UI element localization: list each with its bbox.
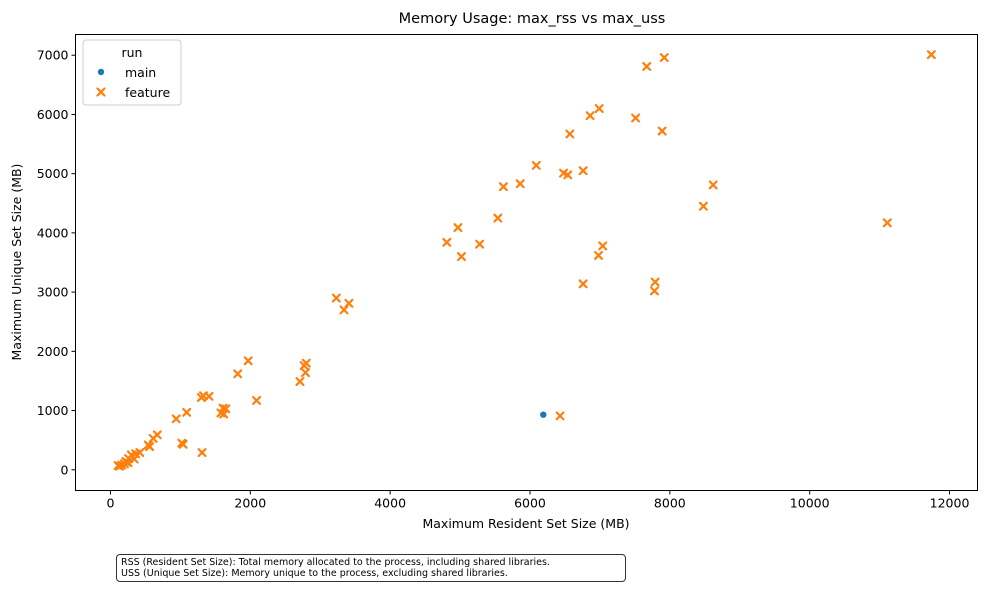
y-tick-label-0: 0 (61, 462, 69, 477)
point-feature-49 (197, 448, 207, 458)
x-tick-label-2: 4000 (374, 496, 406, 511)
legend-label-feature: feature (125, 85, 170, 100)
legend: run main feature (82, 39, 182, 106)
point-feature-12 (515, 179, 525, 189)
point-feature-11 (578, 166, 588, 176)
point-feature-22 (598, 241, 608, 251)
y-axis-label: Maximum Unique Set Size (MB) (9, 164, 24, 361)
y-tick-label-3: 3000 (37, 285, 69, 300)
series-main (539, 410, 548, 419)
point-feature-20 (456, 252, 466, 262)
legend-marker-main (97, 68, 105, 76)
point-feature-45 (555, 411, 565, 421)
point-feature-6 (657, 126, 667, 136)
x-axis-label: Maximum Resident Set Size (MB) (422, 516, 629, 531)
point-feature-29 (339, 305, 349, 315)
point-feature-26 (578, 279, 588, 289)
point-feature-19 (475, 239, 485, 249)
point-feature-10 (563, 170, 573, 180)
axes: 0 2000 4000 6000 8000 10000 12000 0 1000 2000 3000… (37, 48, 970, 511)
point-feature-34 (233, 369, 243, 379)
point-main-0 (539, 410, 548, 419)
point-feature-28 (344, 298, 354, 308)
point-feature-64 (113, 461, 123, 471)
point-feature-25 (649, 286, 659, 296)
point-feature-51 (148, 433, 158, 443)
point-feature-23 (594, 250, 604, 260)
y-tick-label-1: 1000 (37, 403, 69, 418)
y-tick-label-7: 7000 (37, 48, 69, 63)
point-feature-8 (531, 160, 541, 170)
point-feature-48 (178, 439, 188, 449)
point-feature-2 (642, 61, 652, 71)
legend-box (82, 39, 182, 106)
point-feature-38 (196, 393, 206, 403)
point-feature-46 (171, 414, 181, 424)
point-feature-18 (442, 237, 452, 247)
point-feature-5 (631, 113, 641, 123)
point-feature-16 (493, 213, 503, 223)
point-feature-44 (182, 407, 192, 417)
y-tick-label-6: 6000 (37, 107, 69, 122)
x-tick-label-6: 12000 (930, 496, 970, 511)
point-feature-4 (585, 111, 595, 121)
point-feature-7 (565, 129, 575, 139)
point-feature-27 (331, 293, 341, 303)
y-tick-label-5: 5000 (37, 166, 69, 181)
point-feature-3 (594, 104, 604, 114)
x-tick-label-0: 0 (106, 496, 114, 511)
point-feature-39 (252, 395, 262, 405)
definitions-note: RSS (Resident Set Size): Total memory al… (116, 554, 626, 582)
point-feature-53 (145, 442, 155, 452)
point-feature-21 (882, 218, 892, 228)
x-tick-label-5: 10000 (790, 496, 830, 511)
point-feature-0 (926, 50, 936, 60)
note-rss: RSS (Resident Set Size): Total memory al… (121, 557, 550, 568)
point-feature-15 (698, 201, 708, 211)
legend-title: run (122, 45, 143, 60)
x-tick-label-1: 2000 (234, 496, 266, 511)
series-feature (113, 50, 936, 471)
point-feature-17 (453, 223, 463, 233)
y-tick-label-2: 2000 (37, 344, 69, 359)
x-tick-label-3: 6000 (514, 496, 546, 511)
legend-label-main: main (125, 65, 156, 80)
point-feature-24 (650, 277, 660, 287)
plot-area (113, 50, 936, 471)
note-uss: USS (Unique Set Size): Memory unique to … (121, 568, 508, 579)
point-feature-35 (295, 377, 305, 387)
plot-frame (75, 34, 978, 491)
point-feature-30 (243, 356, 253, 366)
point-feature-14 (708, 180, 718, 190)
legend-marker-feature (96, 87, 106, 97)
x-tick-label-4: 8000 (654, 496, 686, 511)
point-feature-13 (498, 182, 508, 192)
y-tick-label-4: 4000 (37, 225, 69, 240)
point-feature-1 (659, 53, 669, 63)
point-feature-43 (219, 409, 229, 419)
point-feature-32 (299, 361, 309, 371)
chart-title: Memory Usage: max_rss vs max_uss (399, 11, 666, 27)
point-feature-33 (301, 368, 311, 378)
